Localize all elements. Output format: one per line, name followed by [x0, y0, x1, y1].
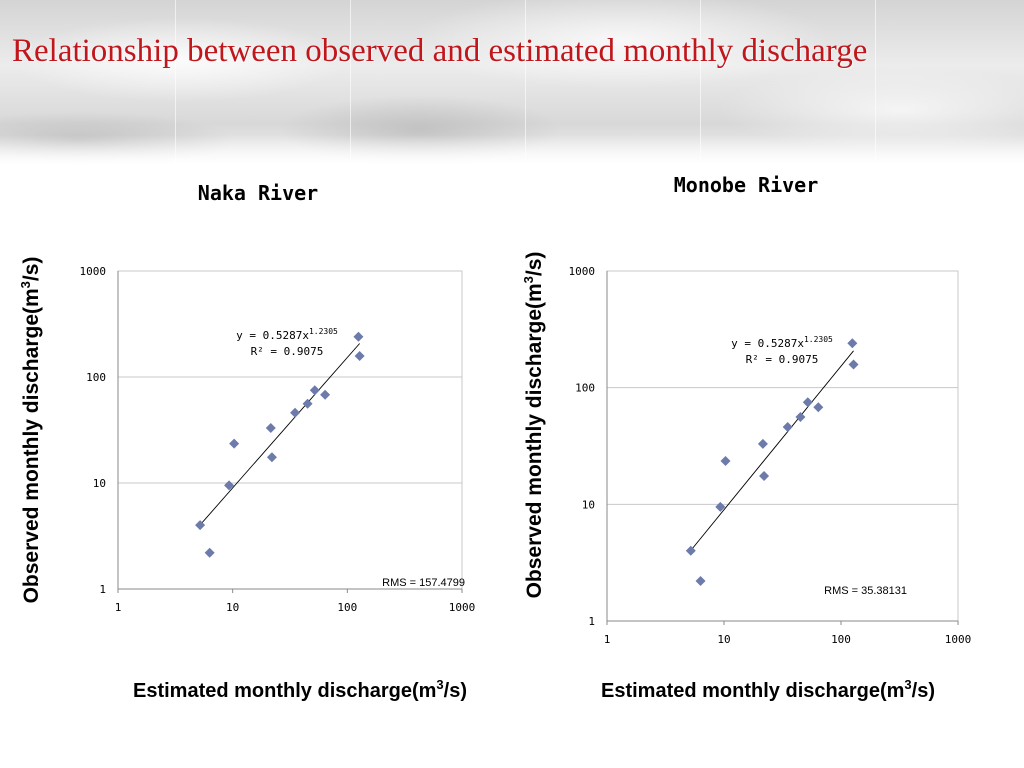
x-axis-label-unit: /s)	[912, 680, 935, 702]
rms-annotation: RMS = 157.4799	[382, 577, 465, 589]
trendline	[199, 343, 360, 526]
y-tick-label: 10	[93, 477, 106, 490]
data-point	[782, 422, 793, 433]
y-axis-label-text: Observed monthly discharge(m	[20, 288, 43, 603]
slide-title: Relationship between observed and estima…	[12, 33, 868, 69]
data-point	[757, 438, 768, 449]
y-tick-label: 1	[99, 583, 106, 596]
data-point	[715, 501, 726, 512]
data-point	[353, 331, 364, 342]
title-banner	[0, 0, 1024, 165]
y-axis-label-unit: /s)	[523, 252, 546, 277]
banner-seam	[875, 0, 876, 165]
y-tick-label: 1000	[80, 265, 107, 278]
plot-area	[606, 270, 959, 622]
y-tick-label: 100	[575, 382, 595, 395]
y-axis-label: Observed monthly discharge(m3/s)	[521, 252, 546, 599]
data-point	[847, 338, 858, 349]
data-point	[685, 545, 696, 556]
data-point	[848, 359, 859, 370]
x-axis-label: Estimated monthly discharge(m3/s)	[133, 677, 467, 702]
trendline-equation-exponent: 1.2305	[804, 335, 833, 344]
x-tick-label: 1	[115, 601, 122, 614]
trendline-equation: y = 0.5287x1.2305	[731, 335, 833, 350]
y-tick-label: 1000	[569, 265, 596, 278]
data-point	[759, 470, 770, 481]
trendline-equation: y = 0.5287x1.2305	[236, 327, 338, 342]
banner-fade	[0, 135, 1024, 165]
data-point	[302, 398, 313, 409]
x-axis-label-sup: 3	[436, 677, 443, 692]
y-axis-label-unit: /s)	[20, 257, 43, 282]
y-axis-label-sup: 3	[521, 276, 536, 283]
naka-river-chart: Naka River 1 10 100 1000 1 10 100 1000 y = 0.5287…	[18, 181, 476, 702]
data-point	[795, 412, 806, 423]
trendline-equation-base: y = 0.5287x	[731, 337, 804, 350]
banner-seam	[175, 0, 176, 165]
data-point	[309, 385, 320, 396]
data-point	[229, 438, 240, 449]
banner-seam	[700, 0, 701, 165]
data-point	[354, 350, 365, 361]
trendline-equation-base: y = 0.5287x	[236, 329, 309, 342]
data-point	[204, 547, 215, 558]
data-point	[802, 397, 813, 408]
y-tick-label: 100	[86, 371, 106, 384]
data-point	[224, 480, 235, 491]
x-tick-label: 10	[717, 633, 730, 646]
x-axis-label: Estimated monthly discharge(m3/s)	[601, 677, 935, 702]
x-tick-label: 1000	[945, 633, 972, 646]
data-point	[813, 402, 824, 413]
x-tick-label: 100	[337, 601, 357, 614]
trendline-r2: R² = 0.9075	[251, 345, 324, 358]
banner-seam	[350, 0, 351, 165]
x-axis-label-text: Estimated monthly discharge(m	[133, 680, 436, 702]
x-tick-label: 100	[831, 633, 851, 646]
y-tick-label: 1	[588, 615, 595, 628]
y-axis-label-sup: 3	[18, 281, 33, 288]
x-axis-label-sup: 3	[904, 677, 911, 692]
chart-title: Monobe River	[674, 173, 819, 197]
data-point	[290, 407, 301, 418]
x-tick-label: 1	[604, 633, 611, 646]
plot-area	[117, 270, 463, 590]
trendline	[690, 350, 854, 551]
x-tick-label: 1000	[449, 601, 476, 614]
data-point	[195, 520, 206, 531]
data-point	[695, 576, 706, 587]
x-tick-label: 10	[226, 601, 239, 614]
x-axis-label-unit: /s)	[444, 680, 467, 702]
trendline-equation-exponent: 1.2305	[309, 327, 338, 336]
data-point	[720, 456, 731, 467]
chart-title: Naka River	[198, 181, 318, 205]
x-axis-label-text: Estimated monthly discharge(m	[601, 680, 904, 702]
y-axis-label: Observed monthly discharge(m3/s)	[18, 257, 43, 604]
banner-seam	[525, 0, 526, 165]
trendline-r2: R² = 0.9075	[746, 353, 819, 366]
y-tick-label: 10	[582, 498, 595, 511]
data-point	[320, 389, 331, 400]
data-point	[266, 452, 277, 463]
rms-annotation: RMS = 35.38131	[824, 585, 907, 597]
data-point	[265, 423, 276, 434]
y-axis-label-text: Observed monthly discharge(m	[523, 283, 546, 598]
